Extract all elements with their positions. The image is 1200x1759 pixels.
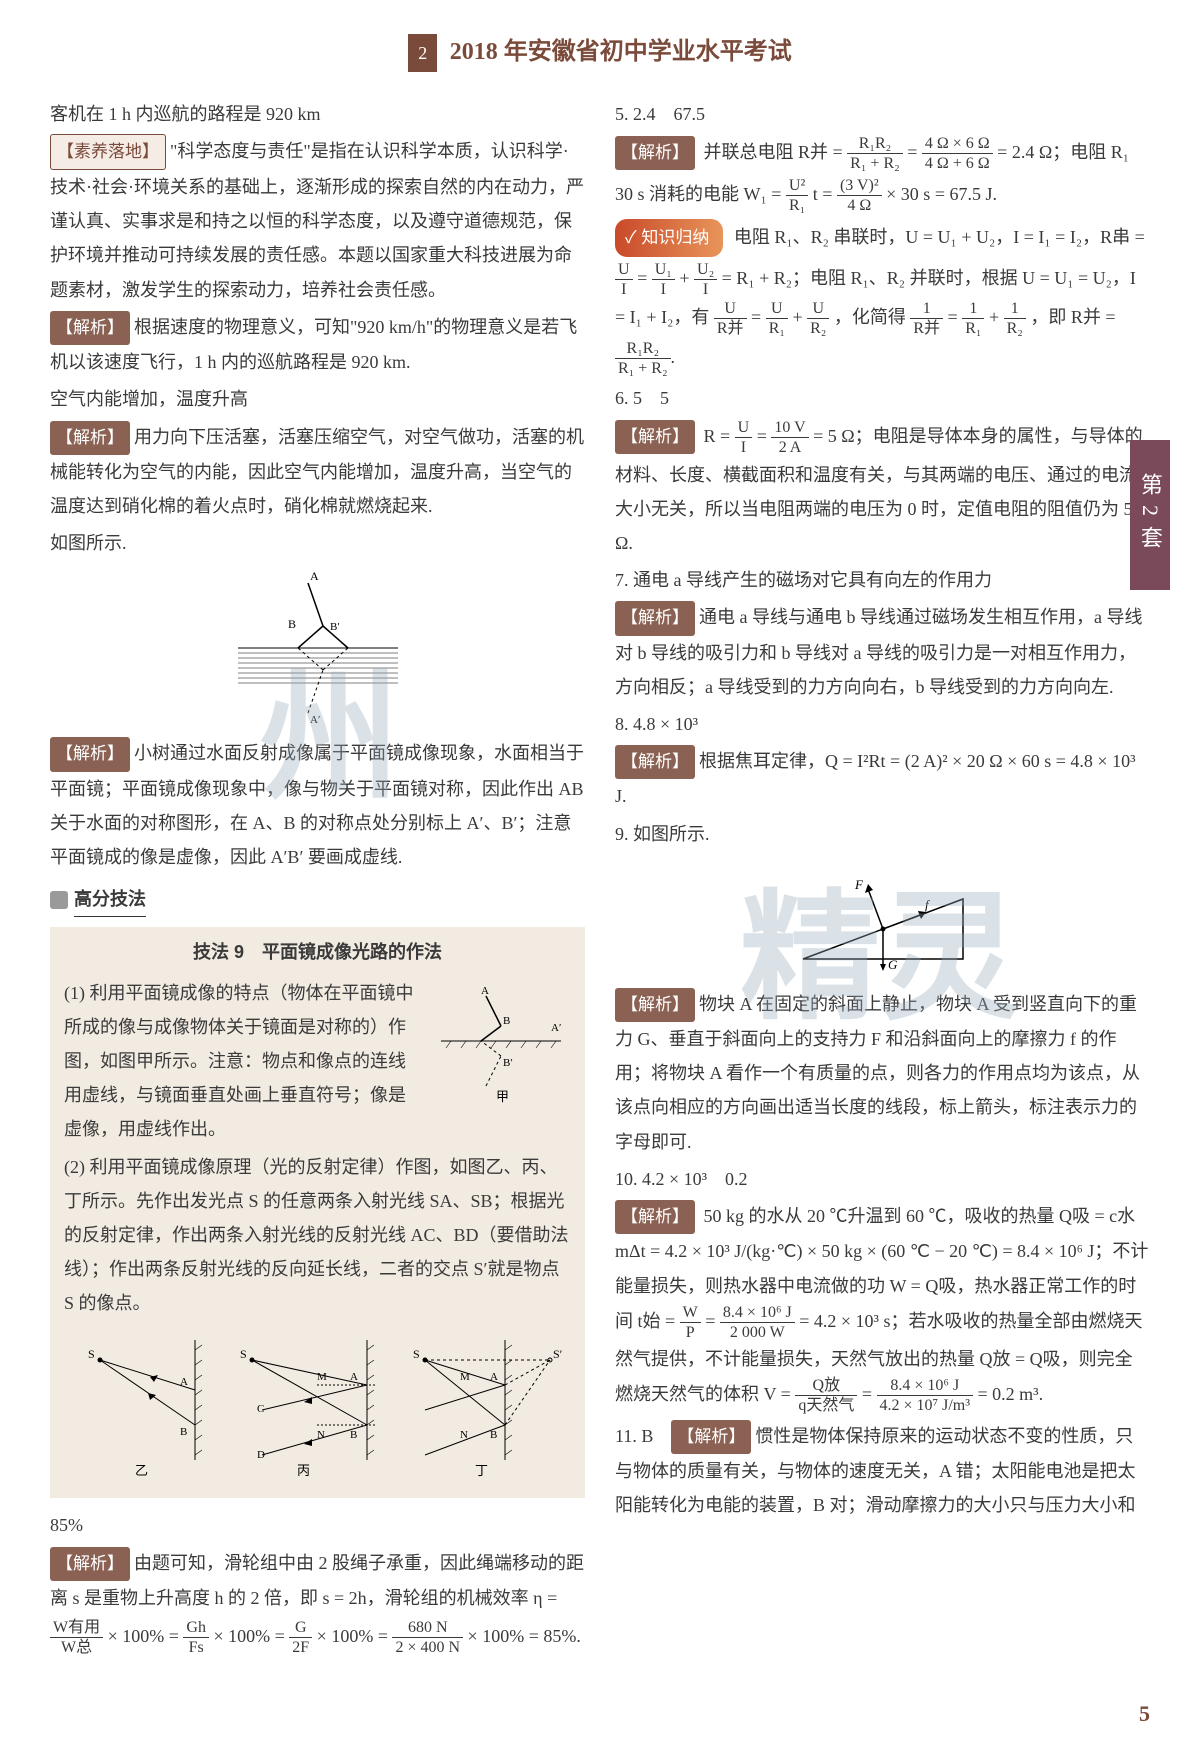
tag-jx: 【解析】: [50, 737, 130, 771]
tag-jx: 【解析】: [615, 745, 695, 779]
tag-syld: 【素养落地】: [50, 134, 166, 170]
svg-text:S: S: [413, 1347, 420, 1361]
marker-icon: [50, 891, 68, 909]
svg-text:N: N: [460, 1429, 468, 1441]
svg-text:B′: B′: [330, 621, 340, 633]
svg-text:A′: A′: [551, 1022, 561, 1034]
text-line: 5. 2.4 67.5: [615, 97, 1150, 131]
page-number: 5: [1139, 1693, 1150, 1735]
right-column: 5. 2.4 67.5 【解析】 并联总电阻 R并 = R₁R₂R₁ + R₂ …: [615, 94, 1150, 1661]
text-paragraph: 【解析】由题可知，滑轮组中由 2 股绳子承重，因此绳端移动的距离 s 是重物上升…: [50, 1546, 585, 1615]
text-paragraph: 【解析】 50 kg 的水从 20 ℃升温到 60 ℃，吸收的热量 Q吸 = c…: [615, 1199, 1150, 1416]
formula-line: 30 s 消耗的电能 W₁ = U²R₁ t = (3 V)²4 Ω × 30 …: [615, 176, 1150, 215]
tag-jx: 【解析】: [50, 311, 130, 345]
svg-text:C: C: [257, 1403, 264, 1415]
svg-text:A: A: [481, 985, 489, 997]
text-line: 85%: [50, 1508, 585, 1542]
tag-jx: 【解析】: [615, 136, 695, 170]
text-paragraph: 【解析】 并联总电阻 R并 = R₁R₂R₁ + R₂ = 4 Ω × 6 Ω4…: [615, 134, 1150, 173]
knowledge-paragraph: ✓ 知识归纳 电阻 R₁、R₂ 串联时，U = U₁ + U₂，I = I₁ =…: [615, 219, 1150, 257]
svg-text:f: f: [925, 897, 931, 912]
mirror-fig-bing: S A B M N C D 丙: [222, 1330, 382, 1480]
mirror-diagram: A B B′ A′: [218, 568, 418, 728]
svg-text:B′: B′: [503, 1057, 513, 1069]
svg-text:S: S: [88, 1347, 95, 1361]
side-tab: 第2套: [1130, 440, 1170, 590]
text-paragraph: 【解析】用力向下压活塞，活塞压缩空气，对空气做功，活塞的机械能转化为空气的内能，…: [50, 420, 585, 524]
svg-text:A: A: [310, 569, 319, 583]
svg-text:S: S: [240, 1347, 247, 1361]
svg-text:A′: A′: [310, 714, 320, 726]
text-paragraph: 【解析】通电 a 导线与通电 b 导线通过磁场发生相互作用，a 导线对 b 导线…: [615, 600, 1150, 704]
technique-box: 技法 9 平面镜成像光路的作法 (1) 利用平面镜成像的特点（物体在平面镜中所成…: [50, 927, 585, 1498]
svg-text:B: B: [503, 1015, 510, 1027]
gaofen-header: 高分技法: [50, 882, 585, 917]
svg-text:B: B: [288, 617, 296, 631]
text-paragraph: 11. B 【解析】惯性是物体保持原来的运动状态不变的性质，只与物体的质量有关，…: [615, 1419, 1150, 1523]
svg-text:B: B: [180, 1426, 187, 1438]
svg-text:D: D: [257, 1449, 265, 1461]
content-columns: 客机在 1 h 内巡航的路程是 920 km 【素养落地】"科学态度与责任"是指…: [50, 94, 1150, 1661]
technique-title: 技法 9 平面镜成像光路的作法: [64, 935, 571, 969]
tag-jx: 【解析】: [615, 601, 695, 635]
svg-text:丙: 丙: [297, 1463, 310, 1478]
svg-text:丁: 丁: [475, 1463, 488, 1478]
text-paragraph: 【解析】物块 A 在固定的斜面上静止，物块 A 受到竖直向下的重力 G、垂直于斜…: [615, 987, 1150, 1159]
knowledge-pill: ✓ 知识归纳: [615, 219, 723, 257]
force-diagram: G F f: [773, 859, 993, 979]
text-paragraph: 【素养落地】"科学态度与责任"是指在认识科学本质，认识科学·技术·社会·环境关系…: [50, 134, 585, 307]
svg-text:M: M: [460, 1371, 470, 1383]
header-badge: 2: [408, 34, 437, 72]
text-line: 10. 4.2 × 10³ 0.2: [615, 1162, 1150, 1196]
tag-jx: 【解析】: [671, 1420, 751, 1454]
svg-text:A: A: [490, 1371, 498, 1383]
tag-jx: 【解析】: [615, 988, 695, 1022]
tag-jx: 【解析】: [50, 421, 130, 455]
svg-text:B: B: [490, 1429, 497, 1441]
text-paragraph: 【解析】根据速度的物理意义，可知"920 km/h"的物理意义是若飞机以该速度飞…: [50, 310, 585, 379]
tech-text-1: (1) 利用平面镜成像的特点（物体在平面镜中所成的像与成像物体关于镜面是对称的）…: [64, 976, 421, 1147]
left-column: 客机在 1 h 内巡航的路程是 920 km 【素养落地】"科学态度与责任"是指…: [50, 94, 585, 1661]
header-title: 2018 年安徽省初中学业水平考试: [450, 39, 792, 65]
text-line: 9. 如图所示.: [615, 817, 1150, 851]
text-line: 如图所示.: [50, 526, 585, 560]
svg-text:B: B: [350, 1429, 357, 1441]
gaofen-title: 高分技法: [74, 882, 146, 917]
tech-text-2: (2) 利用平面镜成像原理（光的反射定律）作图，如图乙、丙、丁所示。先作出发光点…: [64, 1150, 571, 1321]
formula-line: W有用W总 × 100% = GhFs × 100% = G2F × 100% …: [50, 1618, 585, 1657]
svg-text:F: F: [854, 877, 864, 892]
text-paragraph: 【解析】 R = UI = 10 V2 A = 5 Ω；电阻是导体本身的属性，与…: [615, 418, 1150, 560]
svg-text:S′: S′: [553, 1347, 563, 1361]
svg-text:甲: 甲: [496, 1089, 509, 1104]
tag-jx: 【解析】: [615, 420, 695, 454]
tag-jx: 【解析】: [615, 1200, 695, 1234]
text-line: 空气内能增加，温度升高: [50, 382, 585, 416]
text-line: 8. 4.8 × 10³: [615, 707, 1150, 741]
text-line: 客机在 1 h 内巡航的路程是 920 km: [50, 97, 585, 131]
text-paragraph: 【解析】小树通过水面反射成像属于平面镜成像现象，水面相当于平面镜；平面镜成像现象…: [50, 736, 585, 874]
text-line: 6. 5 5: [615, 381, 1150, 415]
svg-text:N: N: [317, 1429, 325, 1441]
mirror-fig-ding: S S′ A B M N 丁: [395, 1330, 565, 1480]
page-header: 2 2018 年安徽省初中学业水平考试: [50, 30, 1150, 76]
mirror-fig-yi: S A B 乙: [70, 1330, 210, 1480]
text-line: 7. 通电 a 导线产生的磁场对它具有向左的作用力: [615, 563, 1150, 597]
tag-jx: 【解析】: [50, 1547, 130, 1581]
svg-text:M: M: [317, 1371, 327, 1383]
svg-text:A: A: [180, 1376, 188, 1388]
svg-text:G: G: [888, 957, 898, 972]
formula-line: UI = U₁I + U₂I = R₁ + R₂；电阻 R₁、R₂ 并联时，根据…: [615, 260, 1150, 378]
svg-text:A: A: [350, 1371, 358, 1383]
svg-text:乙: 乙: [135, 1463, 148, 1478]
mirror-fig-row: S A B 乙 S: [64, 1330, 571, 1480]
text-paragraph: 【解析】根据焦耳定律，Q = I²Rt = (2 A)² × 20 Ω × 60…: [615, 744, 1150, 813]
mirror-fig-jia: A B A′ B′ 甲: [431, 976, 571, 1106]
